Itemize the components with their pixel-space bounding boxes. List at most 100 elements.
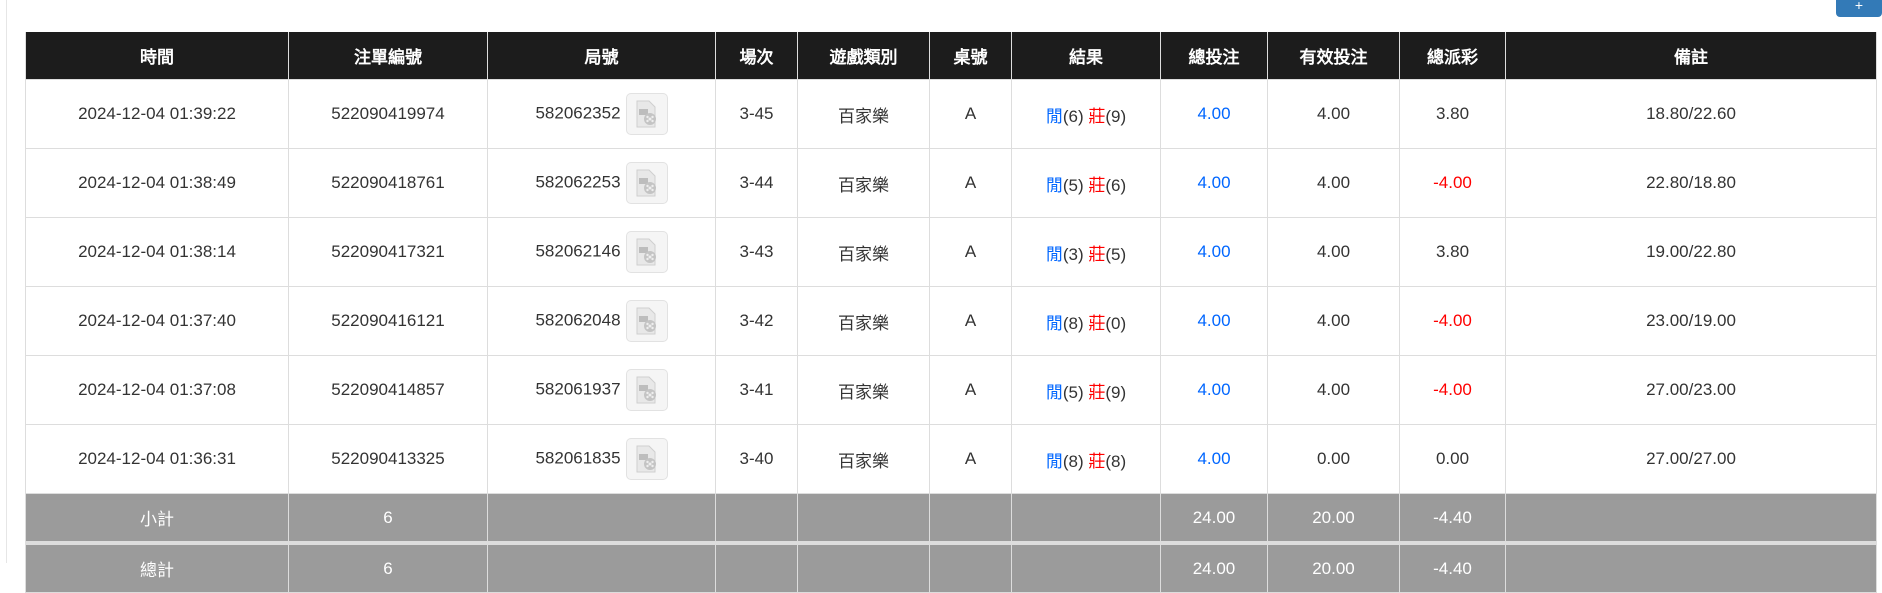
player-score: (5)	[1062, 175, 1084, 195]
table-row: 2024-12-04 01:37:40 522090416121 582062048…	[25, 286, 1877, 356]
column-header-payout: 總派彩	[1399, 32, 1506, 80]
time-cell: 2024-12-04 01:39:22	[25, 79, 289, 149]
video-replay-icon[interactable]	[625, 162, 668, 204]
round-number: 582062352	[535, 103, 621, 123]
game-type-cell: 百家樂	[797, 355, 930, 425]
time-cell: 2024-12-04 01:37:40	[25, 286, 289, 356]
round-number: 582062146	[535, 241, 621, 261]
valid-bet-cell: 4.00	[1267, 79, 1400, 149]
round-cell: 582061937	[487, 355, 716, 425]
result-cell: 閒(6) 莊(9)	[1011, 79, 1161, 149]
table-no-cell: A	[929, 355, 1012, 425]
round-cell: 582062352	[487, 79, 716, 149]
valid-bet-cell: 0.00	[1267, 424, 1400, 494]
game-type-cell: 百家樂	[797, 217, 930, 287]
result-cell: 閒(3) 莊(5)	[1011, 217, 1161, 287]
empty-cell	[1011, 493, 1161, 544]
valid-bet-cell: 4.00	[1267, 286, 1400, 356]
total-bet-cell: 4.00	[1160, 355, 1268, 425]
result-cell: 閒(8) 莊(8)	[1011, 424, 1161, 494]
bet-id-cell: 522090418761	[288, 148, 488, 218]
table-no-cell: A	[929, 148, 1012, 218]
table-no-cell: A	[929, 79, 1012, 149]
table-no-cell: A	[929, 424, 1012, 494]
payout-cell: 0.00	[1399, 424, 1506, 494]
session-cell: 3-41	[715, 355, 798, 425]
video-replay-icon[interactable]	[625, 369, 668, 411]
note-cell: 27.00/27.00	[1505, 424, 1877, 494]
valid-bet-cell: 4.00	[1267, 148, 1400, 218]
total-bet-cell: 4.00	[1160, 424, 1268, 494]
column-header-session: 場次	[715, 32, 798, 80]
table-no-cell: A	[929, 217, 1012, 287]
column-header-valid-bet: 有效投注	[1267, 32, 1400, 80]
table-row: 2024-12-04 01:38:49 522090418761 582062253…	[25, 148, 1877, 218]
payout-cell: 3.80	[1399, 217, 1506, 287]
round-cell: 582062253	[487, 148, 716, 218]
column-header-result: 結果	[1011, 32, 1161, 80]
column-header-note: 備註	[1505, 32, 1877, 80]
video-replay-icon[interactable]	[625, 93, 668, 135]
round-number: 582061835	[535, 448, 621, 468]
table-row: 2024-12-04 01:37:08 522090414857 582061937…	[25, 355, 1877, 425]
total-payout: -4.40	[1399, 541, 1506, 593]
game-type-cell: 百家樂	[797, 424, 930, 494]
banker-score: (5)	[1105, 244, 1127, 264]
bet-id-cell: 522090417321	[288, 217, 488, 287]
note-cell: 23.00/19.00	[1505, 286, 1877, 356]
total-count: 6	[288, 541, 488, 593]
banker-label: 莊	[1088, 244, 1106, 264]
valid-bet-cell: 4.00	[1267, 355, 1400, 425]
empty-cell	[487, 541, 716, 593]
empty-cell	[797, 493, 930, 544]
empty-cell	[487, 493, 716, 544]
column-header-time: 時間	[25, 32, 289, 80]
empty-cell	[715, 541, 798, 593]
empty-cell	[929, 541, 1012, 593]
total-valid-bet: 20.00	[1267, 541, 1400, 593]
result-cell: 閒(5) 莊(6)	[1011, 148, 1161, 218]
banker-label: 莊	[1088, 106, 1106, 126]
video-replay-icon[interactable]	[625, 231, 668, 273]
column-header-game-type: 遊戲類別	[797, 32, 930, 80]
video-replay-icon[interactable]	[625, 300, 668, 342]
banker-score: (8)	[1105, 451, 1127, 471]
total-label: 總計	[25, 541, 289, 593]
time-cell: 2024-12-04 01:38:49	[25, 148, 289, 218]
player-label: 閒	[1045, 313, 1063, 333]
left-border	[6, 0, 7, 563]
banker-score: (6)	[1105, 175, 1127, 195]
empty-cell	[1505, 493, 1877, 544]
top-right-button[interactable]: +	[1836, 0, 1882, 17]
round-number: 582061937	[535, 379, 621, 399]
bet-records-table: 時間 注單編號 局號 場次 遊戲類別 桌號 結果 總投注 有效投注 總派彩 備註 2024-12-0…	[25, 32, 1877, 593]
payout-cell: -4.00	[1399, 286, 1506, 356]
player-score: (3)	[1062, 244, 1084, 264]
subtotal-label: 小計	[25, 493, 289, 544]
banker-score: (9)	[1105, 382, 1127, 402]
total-bet-cell: 4.00	[1160, 286, 1268, 356]
total-total-bet: 24.00	[1160, 541, 1268, 593]
bet-id-cell: 522090413325	[288, 424, 488, 494]
player-label: 閒	[1045, 382, 1063, 402]
video-replay-icon[interactable]	[625, 438, 668, 480]
round-number: 582062048	[535, 310, 621, 330]
column-header-total-bet: 總投注	[1160, 32, 1268, 80]
player-label: 閒	[1045, 175, 1063, 195]
total-bet-cell: 4.00	[1160, 148, 1268, 218]
note-cell: 19.00/22.80	[1505, 217, 1877, 287]
total-row: 總計 6 24.00 20.00 -4.40	[25, 541, 1877, 593]
table-row: 2024-12-04 01:38:14 522090417321 582062146…	[25, 217, 1877, 287]
round-cell: 582062146	[487, 217, 716, 287]
player-score: (6)	[1062, 106, 1084, 126]
column-header-round: 局號	[487, 32, 716, 80]
session-cell: 3-44	[715, 148, 798, 218]
round-cell: 582061835	[487, 424, 716, 494]
session-cell: 3-42	[715, 286, 798, 356]
banker-score: (9)	[1105, 106, 1127, 126]
session-cell: 3-40	[715, 424, 798, 494]
banker-label: 莊	[1088, 175, 1106, 195]
player-label: 閒	[1045, 451, 1063, 471]
note-cell: 18.80/22.60	[1505, 79, 1877, 149]
bet-id-cell: 522090416121	[288, 286, 488, 356]
